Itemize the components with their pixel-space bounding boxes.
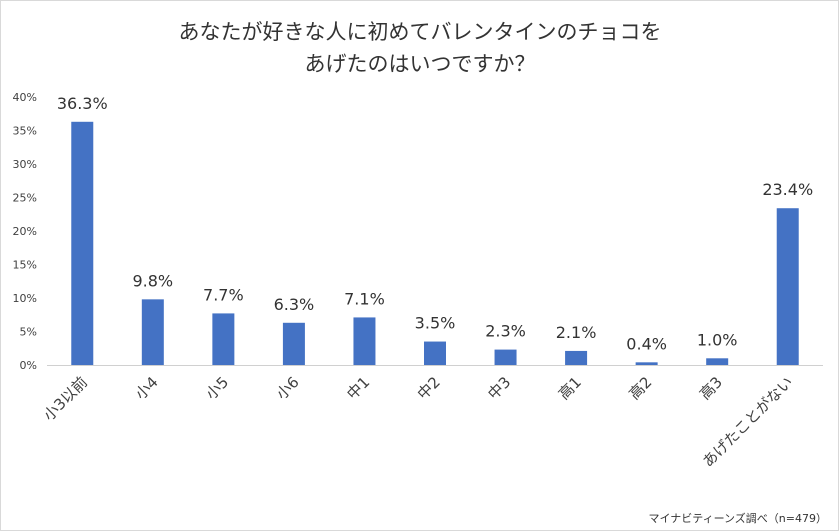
y-tick-label: 25% [13,192,37,205]
category-label: 小4 [132,373,162,403]
source-note: マイナビティーンズ調べ（n=479） [648,511,827,525]
category-label: 中1 [343,373,373,403]
category-label: 中2 [414,373,444,403]
bar [282,322,305,365]
data-label: 6.3% [274,295,315,314]
data-label: 9.8% [132,271,173,290]
chart-title-line-1: あなたが好きな人に初めてバレンタインのチョコを [179,20,662,44]
y-tick-label: 10% [13,292,37,305]
y-tick-label: 0% [20,359,37,372]
data-label: 7.7% [203,285,244,304]
data-label: 7.1% [344,289,385,308]
chart-title-line-2: あげたのはいつですか？ [305,52,536,76]
data-label: 36.3% [57,94,108,113]
y-tick-label: 5% [20,326,37,339]
bar [494,349,517,365]
category-label: 高2 [625,373,655,403]
category-label: 高1 [555,373,585,403]
y-axis: 0% 5% 10% 15% 20% 25% 30% 35% 40% [13,91,37,372]
data-label: 2.1% [556,323,597,342]
data-label: 0.4% [626,334,667,353]
data-label: 3.5% [415,314,456,333]
y-tick-label: 35% [13,125,37,138]
data-labels: 36.3% 9.8% 7.7% 6.3% 7.1% 3.5% 2.3% 2.1% 0.4% 1.0… [57,94,813,354]
bar [141,299,164,365]
y-tick-label: 40% [13,91,37,104]
bar [776,208,799,365]
category-label: 小3以前 [40,373,91,424]
category-label: 小6 [273,373,303,403]
bar [212,313,235,365]
chart-title: あなたが好きな人に初めてバレンタインのチョコを あげたのはいつですか？ [179,20,662,76]
data-label: 2.3% [485,322,526,341]
bar [565,350,588,365]
bar [353,317,376,365]
category-label: 高3 [696,373,726,403]
bar [424,341,446,365]
bars [71,121,799,365]
category-label: 小5 [202,373,232,403]
data-label: 1.0% [697,330,738,349]
bar [635,362,658,365]
bar [71,121,94,365]
y-tick-label: 15% [13,259,37,272]
y-tick-label: 20% [13,225,37,238]
category-label: 中3 [484,373,514,403]
bar [706,358,729,365]
data-label: 23.4% [762,180,813,199]
y-tick-label: 30% [13,158,37,171]
